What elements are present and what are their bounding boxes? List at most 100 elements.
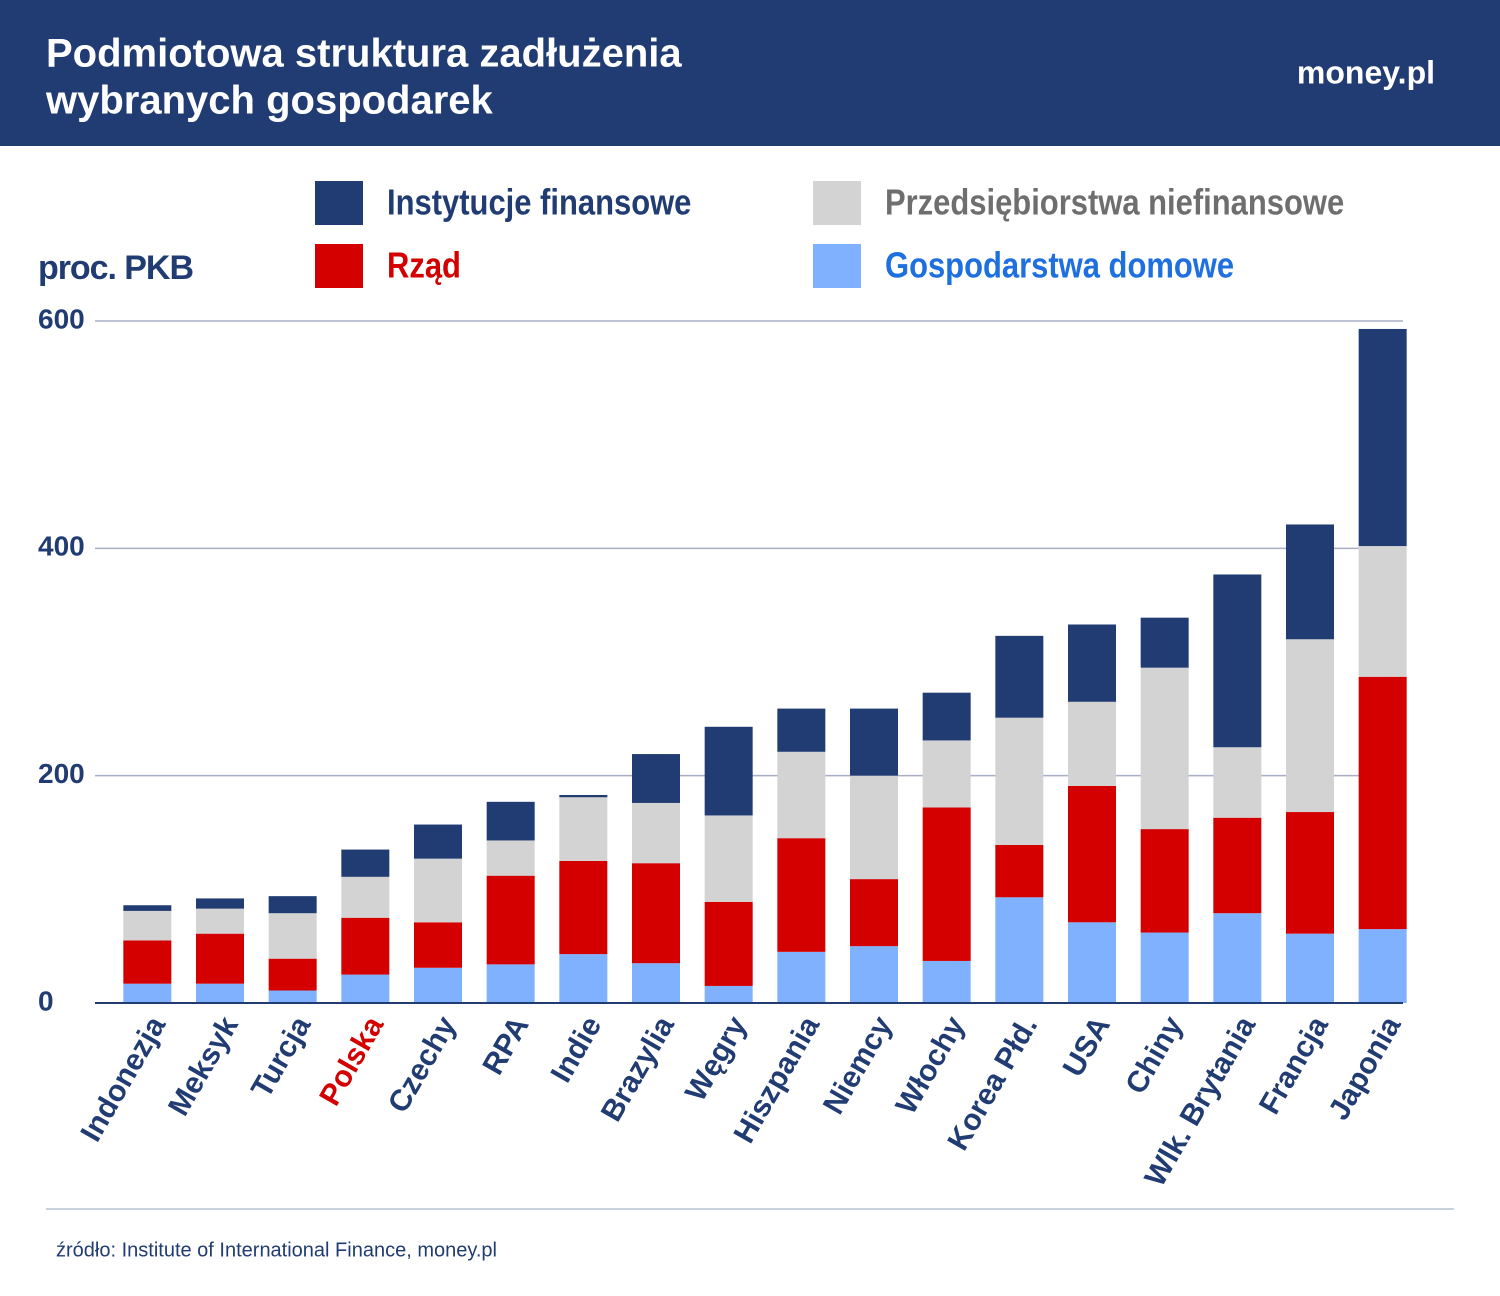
bar-segment bbox=[777, 838, 826, 952]
bar-segment bbox=[1140, 932, 1189, 1003]
bar-segment bbox=[850, 879, 898, 947]
bar-segment bbox=[559, 797, 608, 861]
y-axis-label: proc. PKB bbox=[38, 249, 194, 287]
bar-segment bbox=[1358, 676, 1407, 930]
y-tick-label: 600 bbox=[38, 303, 85, 334]
x-tick-label: Japonia bbox=[1322, 1011, 1407, 1126]
bar-segment bbox=[268, 958, 317, 991]
x-tick-label: Turcja bbox=[245, 1011, 318, 1104]
bar-segment bbox=[196, 898, 244, 909]
bar-segment bbox=[995, 845, 1044, 898]
legend-label: Gospodarstwa domowe bbox=[885, 246, 1234, 286]
bar-segment bbox=[777, 751, 826, 839]
bar-segment bbox=[850, 708, 898, 776]
x-tick-label: Niemcy bbox=[817, 1011, 899, 1120]
bar-segment bbox=[1213, 747, 1262, 818]
bar-segment bbox=[850, 775, 898, 880]
bar-segment bbox=[341, 849, 390, 877]
bar-segment bbox=[123, 910, 172, 941]
header-band bbox=[0, 0, 1500, 146]
bar-segment bbox=[632, 754, 680, 803]
bar-segment bbox=[486, 875, 535, 965]
bar-segment bbox=[922, 692, 971, 741]
legend-label: Instytucje finansowe bbox=[387, 183, 691, 223]
x-tick-label: Indie bbox=[545, 1011, 609, 1088]
bar-segment bbox=[123, 983, 172, 1003]
bar-segment bbox=[1286, 933, 1334, 1003]
bar-segment bbox=[1140, 667, 1189, 830]
x-tick-label: Francja bbox=[1253, 1011, 1335, 1120]
bar-segment bbox=[196, 908, 244, 934]
bar-segment bbox=[1213, 817, 1262, 914]
x-tick-label: Polska bbox=[313, 1011, 390, 1112]
legend-label: Przedsiębiorstwa niefinansowe bbox=[885, 183, 1344, 223]
bar-segment bbox=[632, 963, 680, 1003]
bar-segment bbox=[777, 708, 826, 752]
bar-segment bbox=[486, 801, 535, 841]
legend-swatch bbox=[813, 244, 861, 288]
x-tick-label: Indonezja bbox=[75, 1011, 173, 1148]
bar-segment bbox=[995, 635, 1044, 718]
bar-segment bbox=[1068, 785, 1116, 923]
bar-segment bbox=[1286, 639, 1334, 813]
bar-segment bbox=[922, 807, 971, 961]
bar-segment bbox=[268, 896, 317, 914]
bar-segment bbox=[1358, 929, 1407, 1003]
y-tick-label: 200 bbox=[38, 758, 85, 789]
bar-segment bbox=[995, 717, 1044, 846]
bar-segment bbox=[922, 960, 971, 1003]
bar-segment bbox=[995, 897, 1044, 1003]
x-tick-label: Meksyk bbox=[162, 1011, 245, 1122]
bar-segment bbox=[341, 917, 390, 975]
bar-segment bbox=[1213, 913, 1262, 1003]
x-tick-label: USA bbox=[1057, 1011, 1117, 1082]
x-tick-label: Włochy bbox=[890, 1011, 972, 1120]
bar-segment bbox=[1068, 701, 1116, 786]
bar-segment bbox=[1140, 617, 1189, 668]
bar-segment bbox=[704, 815, 753, 902]
bar-segment bbox=[414, 858, 462, 923]
bar-segment bbox=[559, 954, 608, 1003]
bar-segment bbox=[268, 990, 317, 1003]
logo: money.pl bbox=[1297, 54, 1435, 90]
bar-segment bbox=[704, 726, 753, 816]
y-tick-label: 0 bbox=[38, 985, 54, 1016]
bar-segment bbox=[268, 913, 317, 959]
bar-segment bbox=[196, 983, 244, 1003]
bar-segment bbox=[196, 933, 244, 984]
bar-segment bbox=[777, 951, 826, 1003]
bar-segment bbox=[123, 905, 172, 911]
title: wybranych gospodarek bbox=[45, 79, 494, 123]
legend-swatch bbox=[315, 244, 363, 288]
bar-segment bbox=[1213, 574, 1262, 748]
bar-segment bbox=[1140, 829, 1189, 933]
legend-swatch bbox=[315, 181, 363, 225]
legend-swatch bbox=[813, 181, 861, 225]
bar-segment bbox=[414, 922, 462, 968]
bar-segment bbox=[486, 964, 535, 1003]
bar-segment bbox=[850, 946, 898, 1003]
x-tick-label: Czechy bbox=[382, 1011, 463, 1119]
title: Podmiotowa struktura zadłużenia bbox=[46, 32, 682, 76]
bar-segment bbox=[632, 802, 680, 864]
y-tick-label: 400 bbox=[38, 531, 85, 562]
source: źródło: Institute of International Finan… bbox=[56, 1239, 497, 1261]
x-tick-label: Węgry bbox=[679, 1011, 754, 1107]
bar-segment bbox=[414, 967, 462, 1003]
bar-segment bbox=[559, 794, 608, 798]
bar-segment bbox=[632, 863, 680, 964]
bar-segment bbox=[1358, 328, 1407, 547]
bar-segment bbox=[1068, 624, 1116, 702]
bar-segment bbox=[1358, 546, 1407, 677]
bar-segment bbox=[486, 840, 535, 876]
bar-segment bbox=[341, 876, 390, 918]
bar-segment bbox=[1068, 922, 1116, 1003]
x-tick-label: Chiny bbox=[1119, 1011, 1189, 1100]
bar-segment bbox=[341, 974, 390, 1003]
bar-segment bbox=[559, 860, 608, 955]
bar-segment bbox=[1286, 524, 1334, 640]
bar-segment bbox=[922, 740, 971, 808]
bar-segment bbox=[123, 940, 172, 984]
bar-segment bbox=[414, 824, 462, 859]
